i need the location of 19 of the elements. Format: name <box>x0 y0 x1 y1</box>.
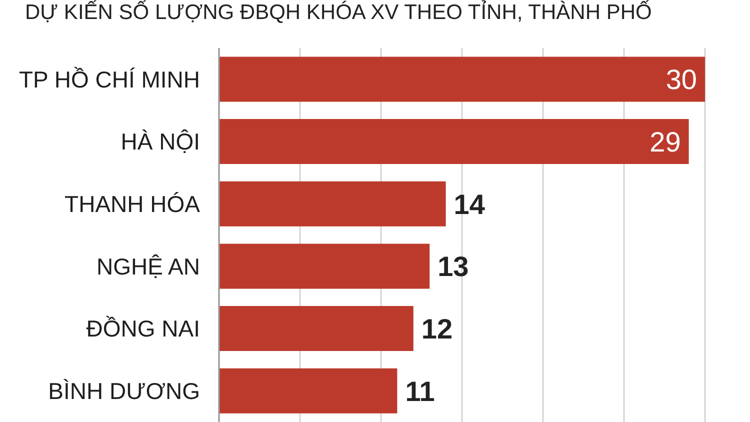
bar <box>219 181 446 226</box>
y-tick-label: TP HỒ CHÍ MINH <box>18 66 200 92</box>
bar <box>219 119 689 164</box>
y-tick-label: THANH HÓA <box>64 191 201 217</box>
data-label: 12 <box>421 314 453 345</box>
data-label: 29 <box>650 126 681 158</box>
data-label: 30 <box>666 64 697 96</box>
bar <box>219 306 414 352</box>
bar <box>219 56 705 102</box>
y-tick-label: HÀ NỘI <box>120 128 200 155</box>
y-tick-label: ĐỒNG NAI <box>86 316 200 342</box>
y-tick-label: NGHỆ AN <box>96 253 200 280</box>
bar <box>219 244 430 289</box>
data-label: 13 <box>438 251 469 282</box>
y-tick-label: BÌNH DƯƠNG <box>48 378 200 404</box>
bar <box>219 368 398 414</box>
chart-title: DỰ KIẾN SỐ LƯỢNG ĐBQH KHÓA XV THEO TỈNH, THÀNH PHỐ <box>25 1 652 25</box>
data-label: 11 <box>405 376 435 407</box>
data-label: 14 <box>454 188 486 220</box>
